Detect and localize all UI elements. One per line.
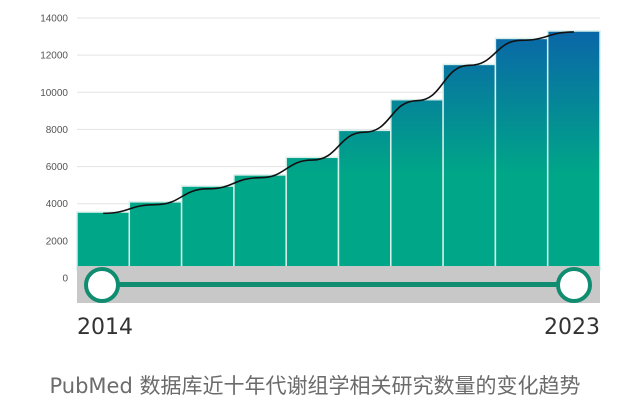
bar-2022 xyxy=(494,37,549,271)
bar-2014 xyxy=(76,211,131,271)
bar-2019 xyxy=(337,129,392,271)
bar-2023 xyxy=(546,30,601,271)
bar-2020 xyxy=(390,98,444,271)
bars xyxy=(76,30,601,271)
y-tick-label: 8000 xyxy=(46,125,69,136)
y-tick-label: 6000 xyxy=(46,162,69,173)
trend-line xyxy=(103,31,574,215)
y-tick-label: 12000 xyxy=(40,51,68,62)
bar-2021 xyxy=(442,63,497,271)
bar-2016 xyxy=(180,185,235,271)
y-tick-label: 0 xyxy=(62,274,68,285)
range-slider-selected-range xyxy=(102,282,575,287)
y-tick-label: 4000 xyxy=(46,199,69,210)
range-slider[interactable] xyxy=(77,266,600,303)
bar-2015 xyxy=(128,201,183,271)
bar-2018 xyxy=(285,156,340,271)
bar-2017 xyxy=(233,174,287,271)
y-tick-label: 10000 xyxy=(40,88,68,99)
y-tick-label: 2000 xyxy=(46,236,69,247)
range-end-label: 2023 xyxy=(544,315,600,340)
chart-caption: PubMed 数据库近十年代谢组学相关研究数量的变化趋势 xyxy=(49,374,581,398)
range-slider-end-handle[interactable] xyxy=(556,267,592,303)
y-axis-tick-labels: 0 2000 4000 6000 8000 10000 12000 14000 xyxy=(40,14,68,285)
range-start-label: 2014 xyxy=(77,315,133,340)
range-slider-start-handle[interactable] xyxy=(84,267,120,303)
y-tick-label: 14000 xyxy=(40,14,68,25)
